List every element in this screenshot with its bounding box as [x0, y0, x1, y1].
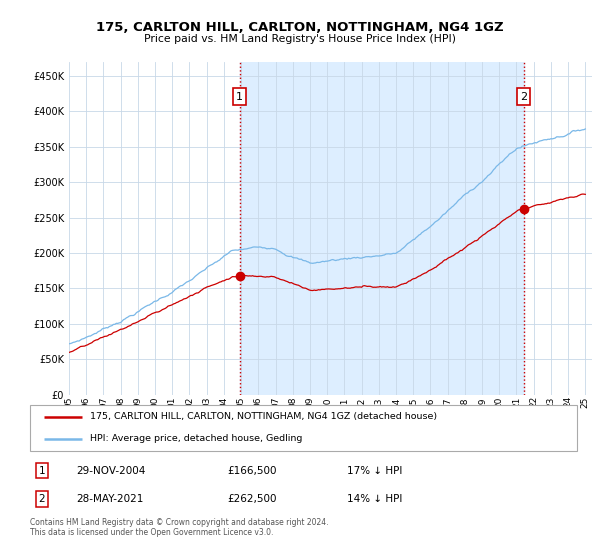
- Text: 28-MAY-2021: 28-MAY-2021: [77, 494, 144, 504]
- Text: Price paid vs. HM Land Registry's House Price Index (HPI): Price paid vs. HM Land Registry's House …: [144, 34, 456, 44]
- Text: 2: 2: [39, 494, 46, 504]
- Text: 1: 1: [39, 465, 46, 475]
- FancyBboxPatch shape: [30, 405, 577, 451]
- Text: 2: 2: [520, 92, 527, 101]
- Text: 175, CARLTON HILL, CARLTON, NOTTINGHAM, NG4 1GZ (detached house): 175, CARLTON HILL, CARLTON, NOTTINGHAM, …: [90, 412, 437, 421]
- Bar: [240, 62, 524, 395]
- Text: HPI: Average price, detached house, Gedling: HPI: Average price, detached house, Gedl…: [90, 435, 302, 444]
- Text: 14% ↓ HPI: 14% ↓ HPI: [347, 494, 403, 504]
- Text: 175, CARLTON HILL, CARLTON, NOTTINGHAM, NG4 1GZ: 175, CARLTON HILL, CARLTON, NOTTINGHAM, …: [96, 21, 504, 34]
- Text: Contains HM Land Registry data © Crown copyright and database right 2024.
This d: Contains HM Land Registry data © Crown c…: [30, 518, 329, 538]
- Text: 29-NOV-2004: 29-NOV-2004: [77, 465, 146, 475]
- Text: 1: 1: [236, 92, 243, 101]
- Text: £166,500: £166,500: [227, 465, 277, 475]
- Text: £262,500: £262,500: [227, 494, 277, 504]
- Text: 17% ↓ HPI: 17% ↓ HPI: [347, 465, 403, 475]
